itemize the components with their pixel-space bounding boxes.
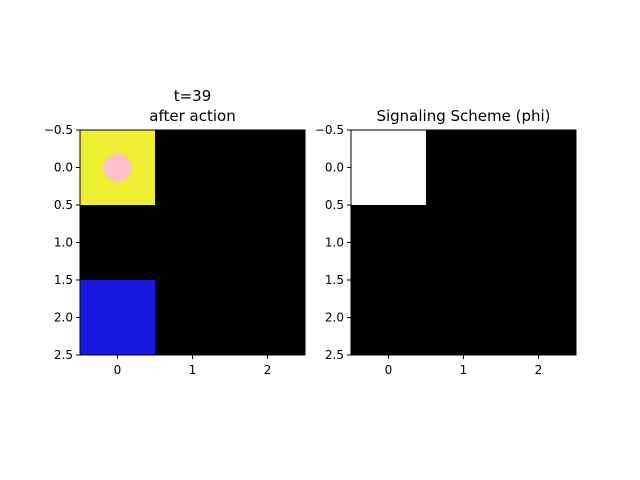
right-cell-r2-c2 <box>501 280 576 355</box>
right-cell-r0-c2 <box>501 130 576 205</box>
right-cell-r0-c1 <box>426 130 501 205</box>
left-cell-r0-c2 <box>230 130 305 205</box>
right-cell-r1-c1 <box>426 205 501 280</box>
left-ytick-label-0: −0.5 <box>44 123 73 137</box>
right-cell-r1-c2 <box>501 205 576 280</box>
left-cell-r2-c2 <box>230 280 305 355</box>
right-ytick-label-0: −0.5 <box>315 123 344 137</box>
right-cell-r1-c0 <box>351 205 426 280</box>
right-cell-r2-c0 <box>351 280 426 355</box>
left-ytick-label-3: 1.0 <box>54 236 73 250</box>
right-ytick-label-1: 0.0 <box>325 161 344 175</box>
right-ytick-label-3: 1.0 <box>325 236 344 250</box>
left-chart-title-line2: after action <box>149 107 236 125</box>
left-xtick-label-0: 0 <box>114 363 122 377</box>
left-ytick-label-6: 2.5 <box>54 348 73 362</box>
left-xtick-label-2: 2 <box>264 363 272 377</box>
right-ytick-label-2: 0.5 <box>325 198 344 212</box>
left-cell-r1-c0 <box>80 205 155 280</box>
left-xtick-label-1: 1 <box>189 363 197 377</box>
left-agent-marker <box>103 153 132 182</box>
left-cell-r1-c1 <box>155 205 230 280</box>
left-chart-title: t=39 after action <box>80 86 305 126</box>
left-ytick-label-2: 0.5 <box>54 198 73 212</box>
right-xtick-label-1: 1 <box>460 363 468 377</box>
left-ytick-label-4: 1.5 <box>54 273 73 287</box>
right-ytick-label-4: 1.5 <box>325 273 344 287</box>
right-chart-title-text: Signaling Scheme (phi) <box>376 107 551 125</box>
left-ytick-label-5: 2.0 <box>54 311 73 325</box>
left-chart-title-line1: t=39 <box>173 87 212 105</box>
left-ytick-label-1: 0.0 <box>54 161 73 175</box>
right-cell-r2-c1 <box>426 280 501 355</box>
right-xtick-label-2: 2 <box>535 363 543 377</box>
right-cell-r0-c0 <box>351 130 426 205</box>
right-ytick-label-6: 2.5 <box>325 348 344 362</box>
right-ytick-label-5: 2.0 <box>325 311 344 325</box>
left-cell-r2-c1 <box>155 280 230 355</box>
left-cell-r1-c2 <box>230 205 305 280</box>
left-cell-r0-c1 <box>155 130 230 205</box>
right-chart-title: Signaling Scheme (phi) <box>351 106 576 126</box>
right-xtick-label-0: 0 <box>385 363 393 377</box>
left-cell-r2-c0 <box>80 280 155 355</box>
